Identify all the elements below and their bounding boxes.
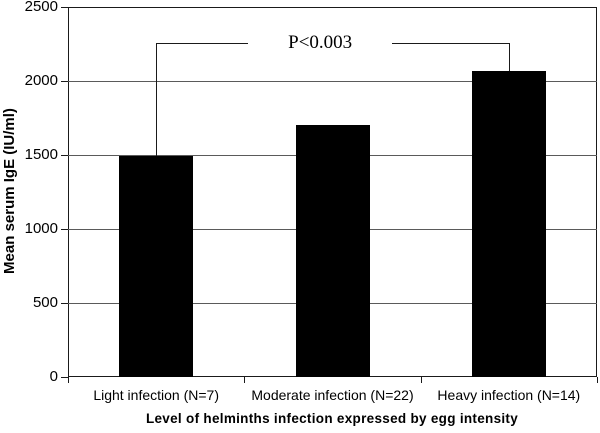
x-category-label-3: Heavy infection (N=14) xyxy=(437,387,581,403)
bar-1 xyxy=(119,156,194,377)
y-tick-1500 xyxy=(61,155,68,156)
x-tick-1 xyxy=(244,377,246,383)
x-category-label-1: Light infection (N=7) xyxy=(93,387,219,403)
significance-bracket-left-vertical xyxy=(156,43,158,157)
y-tick-label-1000: 1000 xyxy=(24,220,58,237)
significance-bracket-right-horizontal xyxy=(392,43,509,44)
x-axis-title: Level of helminths infection expressed b… xyxy=(145,411,519,426)
x-tick-3 xyxy=(597,377,598,383)
x-tick-0 xyxy=(68,377,69,383)
y-tick-label-1500: 1500 xyxy=(24,146,58,163)
y-tick-0 xyxy=(61,377,68,378)
y-tick-label-2000: 2000 xyxy=(24,72,58,89)
significance-bracket-left-horizontal xyxy=(156,43,248,44)
bar-2 xyxy=(295,125,370,377)
y-tick-500 xyxy=(61,303,68,304)
p-value-label: P<0.003 xyxy=(288,32,353,53)
y-tick-2000 xyxy=(61,81,68,82)
x-category-label-2: Moderate infection (N=22) xyxy=(251,387,414,403)
significance-bracket-right-vertical xyxy=(508,43,510,71)
y-tick-label-0: 0 xyxy=(49,368,58,385)
y-tick-2500 xyxy=(61,7,68,8)
y-tick-label-500: 500 xyxy=(32,294,58,311)
gridline-2000 xyxy=(68,81,597,82)
x-tick-2 xyxy=(420,377,422,383)
y-tick-1000 xyxy=(61,229,68,230)
y-axis-title: Mean serum IgE (IU/ml) xyxy=(1,108,18,274)
bar-3 xyxy=(471,70,546,377)
y-tick-label-2500: 2500 xyxy=(24,0,58,15)
